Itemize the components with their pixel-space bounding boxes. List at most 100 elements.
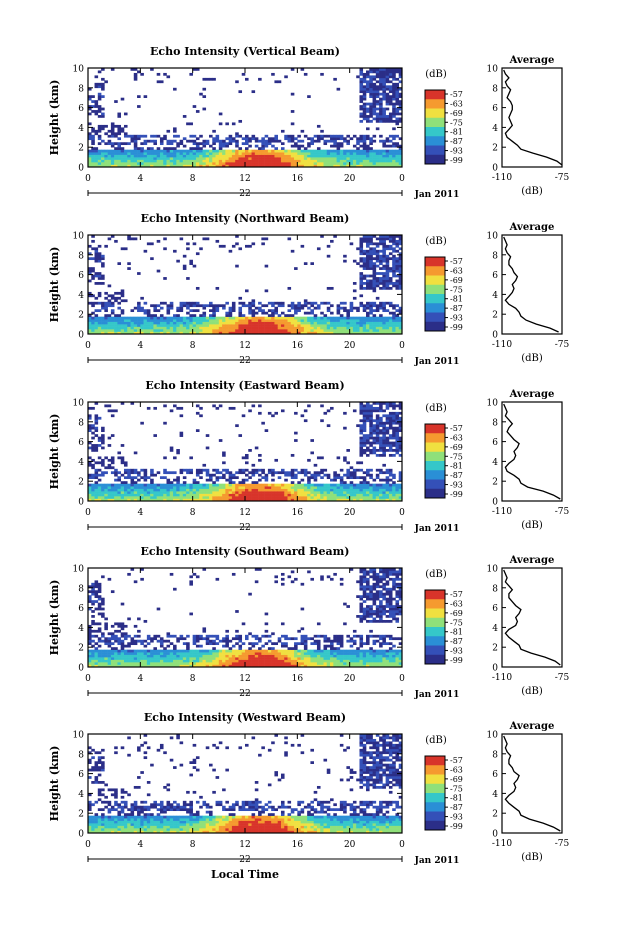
heatmap-cell xyxy=(251,304,256,308)
heatmap-cell xyxy=(287,159,292,163)
heatmap-cell xyxy=(137,657,141,660)
heatmap-cell xyxy=(209,478,213,482)
heatmap-cell xyxy=(182,149,187,153)
heatmap-cell xyxy=(372,149,377,153)
heatmap-cell xyxy=(163,404,167,408)
heatmap-cell xyxy=(330,137,334,141)
heatmap-cell xyxy=(101,304,105,308)
heatmap-cell xyxy=(241,319,246,322)
heatmap-cell xyxy=(359,409,364,413)
heatmap-cell xyxy=(375,493,380,497)
heatmap-cell xyxy=(372,289,377,293)
heatmap-cell xyxy=(146,311,151,315)
heatmap-cell xyxy=(297,316,301,320)
heatmap-cell xyxy=(179,157,184,160)
heatmap-cell xyxy=(395,304,400,308)
heatmap-cell xyxy=(343,137,347,141)
heatmap-cell xyxy=(369,329,373,332)
y-axis-label: Height (km) xyxy=(48,80,61,156)
heatmap-cell xyxy=(333,493,337,497)
heatmap-cell xyxy=(186,277,190,280)
heatmap-cell xyxy=(235,164,239,168)
heatmap-cell xyxy=(398,416,403,420)
heatmap-cell xyxy=(133,144,138,148)
heatmap-cell xyxy=(146,326,151,330)
heatmap-cell xyxy=(261,331,265,335)
heatmap-cell xyxy=(261,237,265,241)
heatmap-cell xyxy=(362,110,367,113)
heatmap-cell xyxy=(110,486,115,489)
heatmap-cell xyxy=(159,142,164,146)
heatmap-cell xyxy=(153,664,157,668)
heatmap-cell xyxy=(97,416,102,420)
heatmap-cell xyxy=(333,139,337,143)
heatmap-cell xyxy=(352,319,357,322)
heatmap-cell xyxy=(382,491,386,494)
profile-x-tick-label: -110 xyxy=(492,340,512,350)
heatmap-cell xyxy=(218,164,223,168)
heatmap-cell xyxy=(398,286,403,290)
heatmap-cell xyxy=(127,319,131,322)
heatmap-cell xyxy=(215,164,220,168)
heatmap-cell xyxy=(189,580,193,584)
heatmap-cell xyxy=(215,577,220,581)
heatmap-cell xyxy=(202,637,207,641)
heatmap-cell xyxy=(209,324,213,327)
heatmap-cell xyxy=(192,496,197,499)
heatmap-cell xyxy=(261,142,265,146)
heatmap-cell xyxy=(310,483,314,487)
heatmap-cell xyxy=(300,468,305,472)
heatmap-cell xyxy=(297,164,301,168)
heatmap-cell xyxy=(300,129,305,133)
heatmap-cell xyxy=(379,110,383,113)
heatmap-cell xyxy=(382,68,386,71)
heatmap-cell xyxy=(228,491,233,494)
heatmap-cell xyxy=(150,154,154,158)
heatmap-cell xyxy=(356,154,360,158)
heatmap-cell xyxy=(320,476,324,480)
heatmap-cell xyxy=(392,119,396,123)
heatmap-cell xyxy=(130,471,135,475)
heatmap-cell xyxy=(392,142,396,146)
heatmap-cell xyxy=(264,331,269,335)
heatmap-cell xyxy=(88,244,92,248)
heatmap-cell xyxy=(336,162,341,165)
heatmap-cell xyxy=(366,311,370,315)
heatmap-cell xyxy=(202,627,207,631)
heatmap-cell xyxy=(209,326,213,330)
heatmap-cell xyxy=(94,590,99,594)
heatmap-cell xyxy=(398,274,403,278)
heatmap-cell xyxy=(137,105,141,108)
heatmap-cell xyxy=(127,331,131,335)
heatmap-cell xyxy=(215,662,220,665)
heatmap-cell xyxy=(375,159,380,163)
heatmap-cell xyxy=(362,478,367,482)
heatmap-cell xyxy=(110,159,115,163)
heatmap-cell xyxy=(117,144,122,148)
heatmap-cell xyxy=(127,329,131,332)
heatmap-cell xyxy=(267,491,272,494)
x-tick-label: 16 xyxy=(292,174,304,184)
heatmap-cell xyxy=(395,77,400,81)
heatmap-cell xyxy=(284,326,288,330)
heatmap-cell xyxy=(287,488,292,492)
heatmap-cell xyxy=(277,657,282,660)
heatmap-cell xyxy=(294,662,298,665)
heatmap-cell xyxy=(313,162,318,165)
heatmap-cell xyxy=(287,659,292,663)
heatmap-cell xyxy=(294,144,298,148)
heatmap-cell xyxy=(343,496,347,499)
heatmap-cell xyxy=(140,142,144,146)
heatmap-cell xyxy=(372,272,377,275)
heatmap-cell xyxy=(362,309,367,313)
heatmap-cell xyxy=(104,652,108,655)
heatmap-cell xyxy=(146,152,151,155)
heatmap-cell xyxy=(385,247,390,251)
heatmap-cell xyxy=(382,306,386,310)
heatmap-cell xyxy=(280,664,285,668)
heatmap-cell xyxy=(218,491,223,494)
heatmap-cell xyxy=(369,119,373,123)
heatmap-cell xyxy=(264,311,269,315)
heatmap-cell xyxy=(120,97,125,101)
heatmap-cell xyxy=(91,657,95,660)
